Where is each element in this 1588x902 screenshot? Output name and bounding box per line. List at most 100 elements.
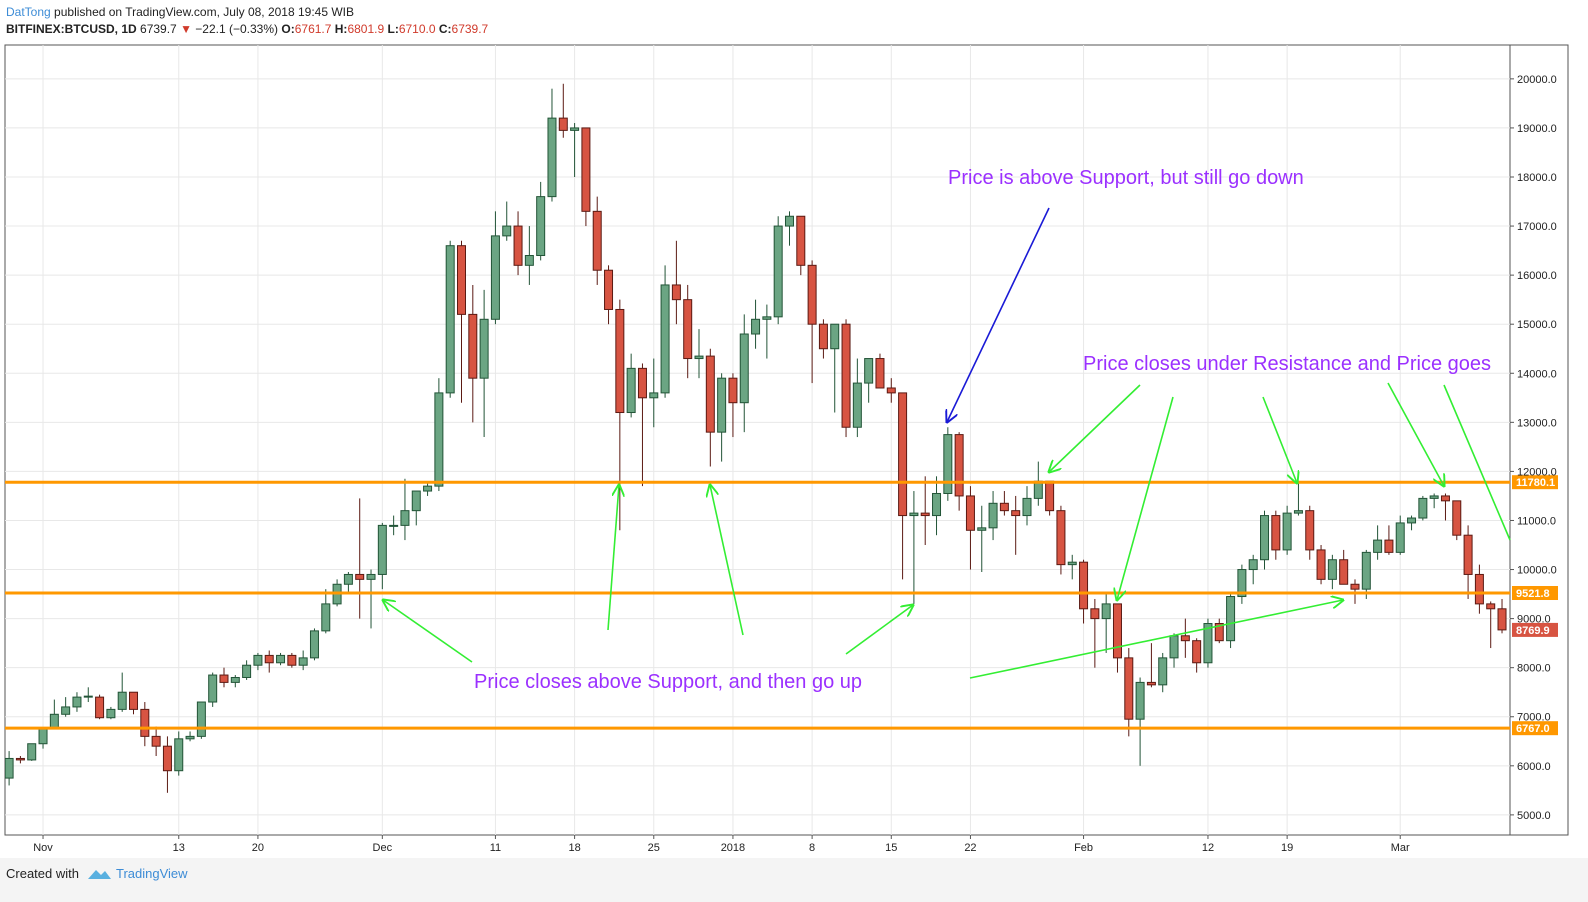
candle-body — [762, 316, 772, 320]
candle-body — [15, 757, 25, 761]
x-tick-label: 20 — [252, 842, 264, 854]
candle-body — [524, 255, 534, 266]
candle-body — [457, 245, 466, 315]
candle-body — [1146, 681, 1156, 686]
candle-body — [1440, 495, 1450, 502]
arrow — [1117, 396, 1174, 600]
candle-body — [977, 527, 987, 531]
price: 6739.7 — [140, 22, 177, 36]
candle-body — [117, 691, 127, 710]
arrows — [383, 207, 1511, 679]
x-tick-label: Mar — [1391, 842, 1410, 854]
candle-body — [637, 367, 647, 399]
candle-body — [343, 573, 353, 585]
candle-body — [434, 392, 444, 487]
change: −22.1 (−0.33%) — [195, 22, 278, 36]
y-tick-label: 11000.0 — [1517, 515, 1556, 527]
candle-body — [276, 654, 286, 664]
arrow — [969, 600, 1343, 679]
candle-body — [920, 512, 930, 517]
candle-body — [366, 573, 376, 580]
y-tick-label: 20000.0 — [1517, 74, 1557, 86]
logo — [88, 870, 111, 879]
arrow — [845, 605, 913, 655]
candle-body — [875, 358, 885, 389]
last-price-box — [1512, 622, 1558, 637]
candle-body — [355, 573, 365, 580]
candle-body — [1180, 635, 1190, 642]
candle-body — [479, 318, 489, 379]
candle-body — [852, 382, 862, 428]
candle-body — [604, 269, 614, 310]
candle-body — [988, 502, 998, 529]
candle-body — [626, 367, 636, 414]
candle-body — [445, 245, 455, 394]
candle-body — [5, 757, 14, 779]
candle-body — [502, 225, 512, 237]
candle-body — [196, 701, 206, 737]
y-tick-label: 14000.0 — [1517, 368, 1557, 380]
arrow — [607, 485, 619, 631]
candle-body — [1497, 608, 1507, 631]
candle-body — [1226, 596, 1236, 642]
x-tick-label: 25 — [648, 842, 660, 854]
candle-body — [1316, 549, 1326, 580]
candle-body — [1169, 635, 1179, 659]
author[interactable]: DatTong — [6, 5, 51, 19]
footer-brand[interactable]: TradingView — [116, 866, 188, 881]
candle-body — [886, 387, 896, 394]
arrow — [383, 600, 473, 663]
level-label-box — [1512, 721, 1558, 736]
candle-body — [151, 735, 161, 747]
h-label: H: — [335, 22, 348, 36]
candle-body — [400, 510, 410, 526]
candle-body — [807, 264, 817, 325]
candle-body — [27, 743, 37, 761]
candle-body — [264, 654, 274, 664]
candle-body — [321, 603, 331, 632]
candle-body — [954, 434, 964, 497]
x-tick-label: 13 — [173, 842, 185, 854]
candle-body — [943, 434, 953, 494]
candle-body — [1474, 573, 1484, 605]
last-price-label: 8769.9 — [1516, 625, 1550, 637]
y-tick-label: 5000.0 — [1517, 810, 1551, 822]
header-line-2: BITFINEX:BTCUSD, 1D 6739.7 ▼ −22.1 (−0.3… — [6, 22, 489, 36]
candle-body — [1260, 515, 1270, 561]
price-axis — [1509, 44, 1569, 836]
candle-body — [83, 695, 93, 698]
candle-body — [38, 728, 48, 745]
level-label: 11780.1 — [1516, 477, 1555, 489]
candle-body — [1486, 603, 1496, 610]
candle-body — [208, 674, 218, 703]
candle-body — [1429, 495, 1439, 499]
y-tick-label: 16000.0 — [1517, 270, 1557, 282]
candle-body — [1192, 640, 1202, 664]
candle-body — [818, 323, 828, 350]
candle-body — [513, 225, 523, 266]
candle-body — [1293, 510, 1303, 514]
levels: 11780.1 9521.8 6767.0 8769.9 — [5, 475, 1558, 736]
candle-body — [377, 524, 387, 575]
candle-body — [287, 654, 297, 666]
candle-body — [1271, 515, 1281, 551]
annotation: Price closes above Support, and then go … — [474, 671, 862, 693]
c-value: 6739.7 — [452, 22, 489, 36]
l-label: L: — [387, 22, 398, 36]
y-tick-label: 19000.0 — [1517, 123, 1557, 135]
candle-body — [1011, 510, 1021, 517]
candle-body — [129, 691, 139, 710]
c-label: C: — [439, 22, 452, 36]
candle-body — [1463, 534, 1473, 575]
candle-body — [592, 210, 602, 271]
candle-body — [864, 358, 874, 384]
x-tick-label: 15 — [885, 842, 897, 854]
candle-body — [1158, 657, 1168, 686]
arrow — [1387, 382, 1444, 486]
footer-bar — [0, 858, 1588, 902]
candle-body — [796, 215, 806, 266]
candle-body — [61, 706, 71, 715]
o-value: 6761.7 — [295, 22, 332, 36]
candle-body — [570, 127, 580, 131]
candle-body — [242, 664, 252, 678]
